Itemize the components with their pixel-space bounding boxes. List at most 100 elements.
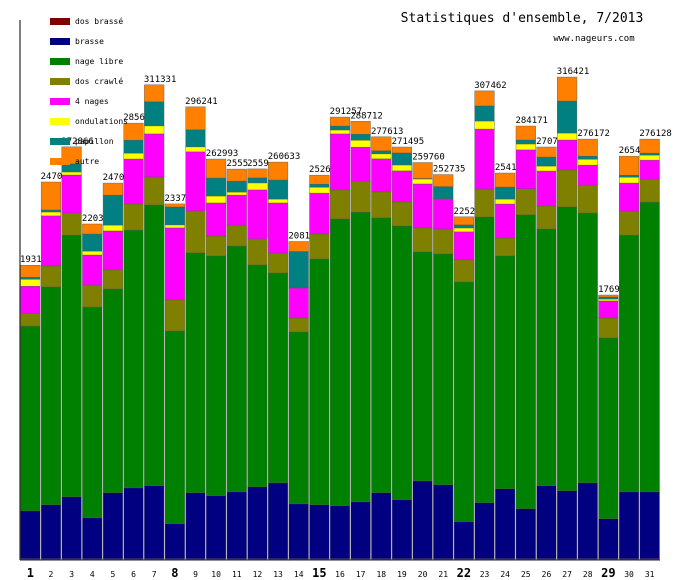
- bar-segment: [598, 337, 619, 519]
- bar-segment: [474, 90, 495, 107]
- bar-segment: [247, 238, 268, 266]
- bar-segment: [329, 218, 351, 507]
- x-tick-label: 17: [356, 570, 366, 579]
- bar-segment: [164, 203, 185, 208]
- bar-segment: [268, 252, 289, 274]
- bar-segment: [391, 146, 412, 154]
- bar-segment: [144, 101, 165, 127]
- bar-label: 2203: [82, 214, 104, 224]
- x-tick-label: 19: [397, 570, 407, 579]
- bar-segment: [288, 251, 309, 288]
- bar-segment: [82, 250, 103, 256]
- bar-segment: [247, 168, 268, 179]
- legend-label: dos crawlé: [75, 76, 123, 86]
- bar-segment: [144, 84, 165, 103]
- bar-label: 296241: [185, 97, 218, 107]
- bar-segment: [164, 330, 185, 524]
- legend-swatch: [50, 38, 70, 45]
- legend-label: autre: [75, 157, 99, 166]
- bar-segment: [309, 233, 330, 260]
- bar-segment: [536, 485, 557, 559]
- bar-segment: [185, 151, 206, 212]
- bar-segment: [309, 183, 330, 188]
- bar-segment: [371, 150, 392, 155]
- bar-segment: [102, 224, 123, 232]
- bar-segment: [639, 159, 660, 180]
- legend-swatch: [50, 58, 70, 65]
- bar-segment: [371, 191, 392, 219]
- bar-segment: [474, 105, 495, 122]
- bar-segment: [536, 170, 557, 207]
- bar-segment: [185, 252, 206, 493]
- bar-label: 259760: [412, 153, 445, 163]
- x-tick-label: 16: [335, 570, 345, 579]
- bar-segment: [309, 186, 330, 194]
- bar-segment: [495, 488, 516, 559]
- bar-segment: [453, 224, 474, 229]
- bar-segment: [391, 164, 412, 172]
- bar-segment: [82, 223, 103, 235]
- bar-segment: [247, 182, 268, 191]
- bar-segment: [391, 170, 412, 203]
- bar-segment: [20, 312, 41, 327]
- bar-segment: [268, 198, 289, 204]
- bar-segment: [226, 180, 247, 193]
- chart-title: Statistiques d'ensemble, 7/2013: [401, 11, 644, 26]
- bar-segment: [515, 125, 536, 141]
- bar-segment: [350, 121, 371, 135]
- bar-label: 2856: [123, 113, 145, 123]
- bar-segment: [185, 492, 206, 559]
- bar-segment: [82, 233, 103, 252]
- bar-segment: [82, 254, 103, 286]
- bar-segment: [577, 138, 598, 157]
- x-tick-label: 6: [131, 570, 136, 579]
- bar-segment: [288, 503, 309, 559]
- bar-segment: [226, 224, 247, 247]
- bar-segment: [577, 482, 598, 559]
- bar-segment: [268, 161, 289, 181]
- x-tick-label: 25: [521, 570, 531, 579]
- bar-segment: [61, 496, 82, 559]
- bar-segment: [123, 229, 144, 489]
- bar-segment: [247, 486, 268, 559]
- bar-segment: [639, 178, 660, 203]
- bar-segment: [329, 129, 351, 135]
- bar-segment: [536, 165, 557, 172]
- bar-segment: [536, 205, 557, 230]
- bar-segment: [40, 215, 61, 267]
- bar-segment: [185, 210, 206, 254]
- bar-segment: [40, 504, 61, 559]
- bar-segment: [82, 306, 103, 519]
- bar-segment: [453, 259, 474, 283]
- bar-segment: [371, 492, 392, 559]
- bar-segment: [185, 106, 206, 131]
- bar-segment: [226, 245, 247, 493]
- bar-segment: [61, 171, 82, 176]
- bar-segment: [206, 177, 227, 197]
- bar-segment: [309, 504, 330, 559]
- bar-segment: [123, 203, 144, 231]
- bar-segment: [102, 288, 123, 493]
- bar-segment: [226, 491, 247, 559]
- bar-segment: [495, 198, 516, 205]
- bar-label: 2559: [247, 159, 269, 169]
- bar-segment: [288, 317, 309, 333]
- bar-segment: [20, 279, 41, 287]
- bar-segment: [557, 100, 578, 134]
- bar-segment: [40, 265, 61, 288]
- bar-segment: [453, 227, 474, 233]
- legend-swatch: [50, 98, 70, 105]
- bar-segment: [598, 317, 619, 339]
- bar-segment: [391, 201, 412, 227]
- bar-segment: [639, 201, 660, 493]
- bar-segment: [40, 286, 61, 505]
- legend-swatch: [50, 158, 70, 165]
- bar-segment: [433, 198, 454, 230]
- bar-segment: [102, 492, 123, 559]
- bar-segment: [619, 234, 640, 493]
- bar-label: 311331: [144, 75, 177, 85]
- bar-segment: [515, 143, 536, 151]
- bar-segment: [350, 134, 371, 141]
- bar-segment: [495, 203, 516, 239]
